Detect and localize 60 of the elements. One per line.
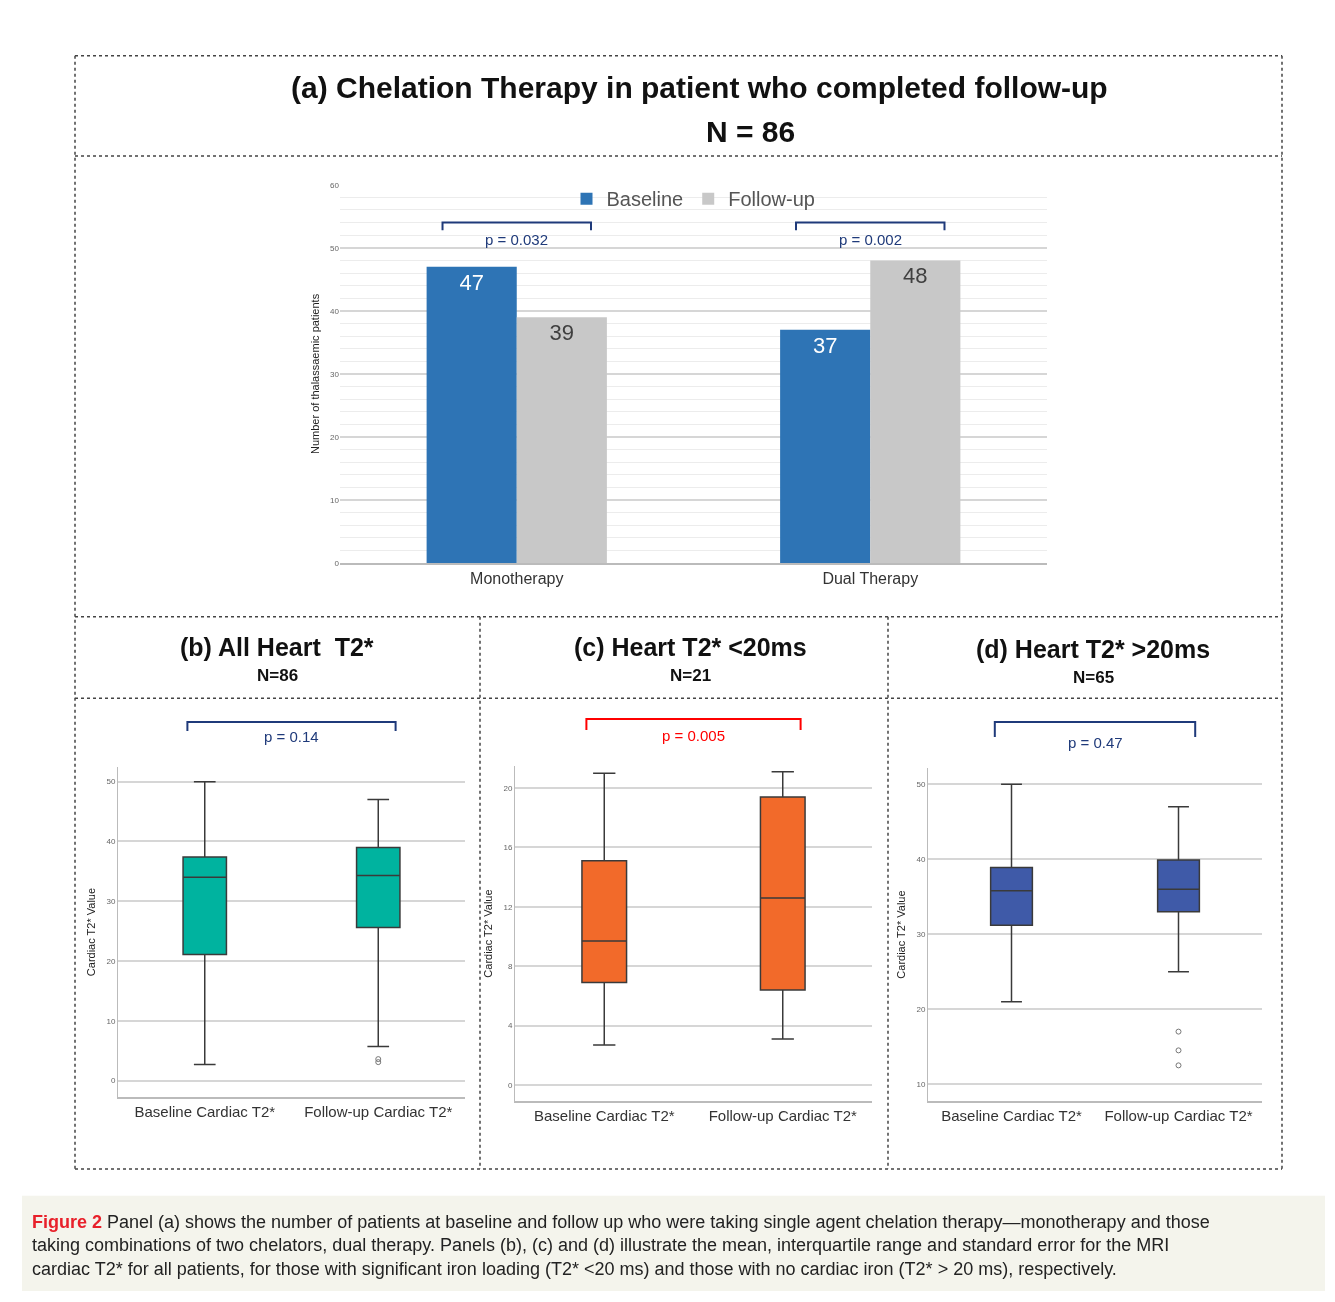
data-label: 48 <box>903 263 928 289</box>
caption: Figure 2 Panel (a) shows the number of patients at baseline and follow up who were taking single agent chelation therapy—monotherapy and those taking combinations of two chelators, dual therapy. Panels (b), (c) and (d) illustrate the mean, interquartile range and standard error for the MRI cardiac T2* for all patients, for those with significant iron loading (T2* <20 ms) and those with no cardiac iron (T2* > 20 ms), respectively. <box>32 1212 1210 1279</box>
x-tick-label: Baseline Cardiac T2* <box>134 1103 276 1121</box>
annotation: p = 0.002 <box>839 231 902 248</box>
y-tick-label: 10 <box>106 1016 116 1026</box>
chart-subtitle: N=65 <box>1073 668 1115 687</box>
y-tick-label: 50 <box>916 779 926 789</box>
bar <box>780 329 871 564</box>
y-tick-label: 0 <box>334 558 340 568</box>
y-tick-label: 50 <box>106 777 116 787</box>
y-tick-label: 12 <box>503 902 513 912</box>
y-tick-label: 20 <box>503 783 513 793</box>
data-label: 39 <box>549 320 575 346</box>
annotation: p = 0.032 <box>485 231 548 248</box>
x-tick-label: Monotherapy <box>470 570 564 588</box>
legend-label: Follow-up <box>728 188 815 211</box>
x-tick-label: Baseline Cardiac T2* <box>941 1107 1082 1125</box>
y-tick-label: 20 <box>106 956 116 966</box>
text: p = 0.005 <box>662 727 725 744</box>
chart-subtitle: N=86 <box>257 666 299 685</box>
y-tick-label: 8 <box>507 962 513 972</box>
y-tick-label: 0 <box>110 1076 116 1086</box>
chart-title: (d) Heart T2* >20ms <box>976 635 1211 663</box>
y-tick-label: 40 <box>916 854 926 864</box>
chart-title: (a) Chelation Therapy in patient who completed follow-up <box>291 71 1108 104</box>
y-tick-label: 30 <box>916 929 926 939</box>
chart-subtitle: N = 86 <box>706 115 796 148</box>
chart-title: (b) All Heart T2* <box>180 633 374 661</box>
y-tick-label: 30 <box>106 897 116 907</box>
y-tick-label: 16 <box>503 843 513 853</box>
y-axis-title: Cardiac T2* Value <box>895 890 908 979</box>
y-tick-label: 30 <box>330 369 340 379</box>
text: p = 0.14 <box>264 728 319 745</box>
x-tick-label: Dual Therapy <box>822 570 919 588</box>
y-axis-title: Cardiac T2* Value <box>482 889 495 978</box>
data-label: 37 <box>812 332 838 358</box>
x-tick-label: Follow-up Cardiac T2* <box>304 1103 453 1121</box>
y-axis-title: Cardiac T2* Value <box>85 887 98 977</box>
y-tick-label: 40 <box>106 837 116 847</box>
y-tick-label: 60 <box>330 180 340 190</box>
y-tick-label: 10 <box>916 1079 926 1089</box>
y-tick-label: 0 <box>507 1080 513 1090</box>
chart-title: (c) Heart T2* <20ms <box>574 633 807 661</box>
bar <box>426 266 517 564</box>
bar <box>870 260 961 564</box>
bar <box>516 317 607 564</box>
y-tick-label: 20 <box>916 1004 926 1014</box>
y-tick-label: 20 <box>330 432 340 442</box>
y-tick-label: 10 <box>330 495 340 505</box>
chart-subtitle: N=21 <box>670 666 712 685</box>
y-tick-label: 4 <box>507 1021 513 1031</box>
y-axis-title: Number of thalassaemic patients <box>308 293 321 455</box>
legend-label: Baseline <box>606 188 684 211</box>
x-tick-label: Baseline Cardiac T2* <box>533 1107 675 1125</box>
y-tick-label: 40 <box>330 306 340 316</box>
y-tick-label: 50 <box>330 243 340 253</box>
x-tick-label: Follow-up Cardiac T2* <box>708 1107 857 1125</box>
x-tick-label: Follow-up Cardiac T2* <box>1104 1107 1253 1125</box>
text: p = 0.47 <box>1068 734 1123 751</box>
data-label: 47 <box>459 269 484 295</box>
